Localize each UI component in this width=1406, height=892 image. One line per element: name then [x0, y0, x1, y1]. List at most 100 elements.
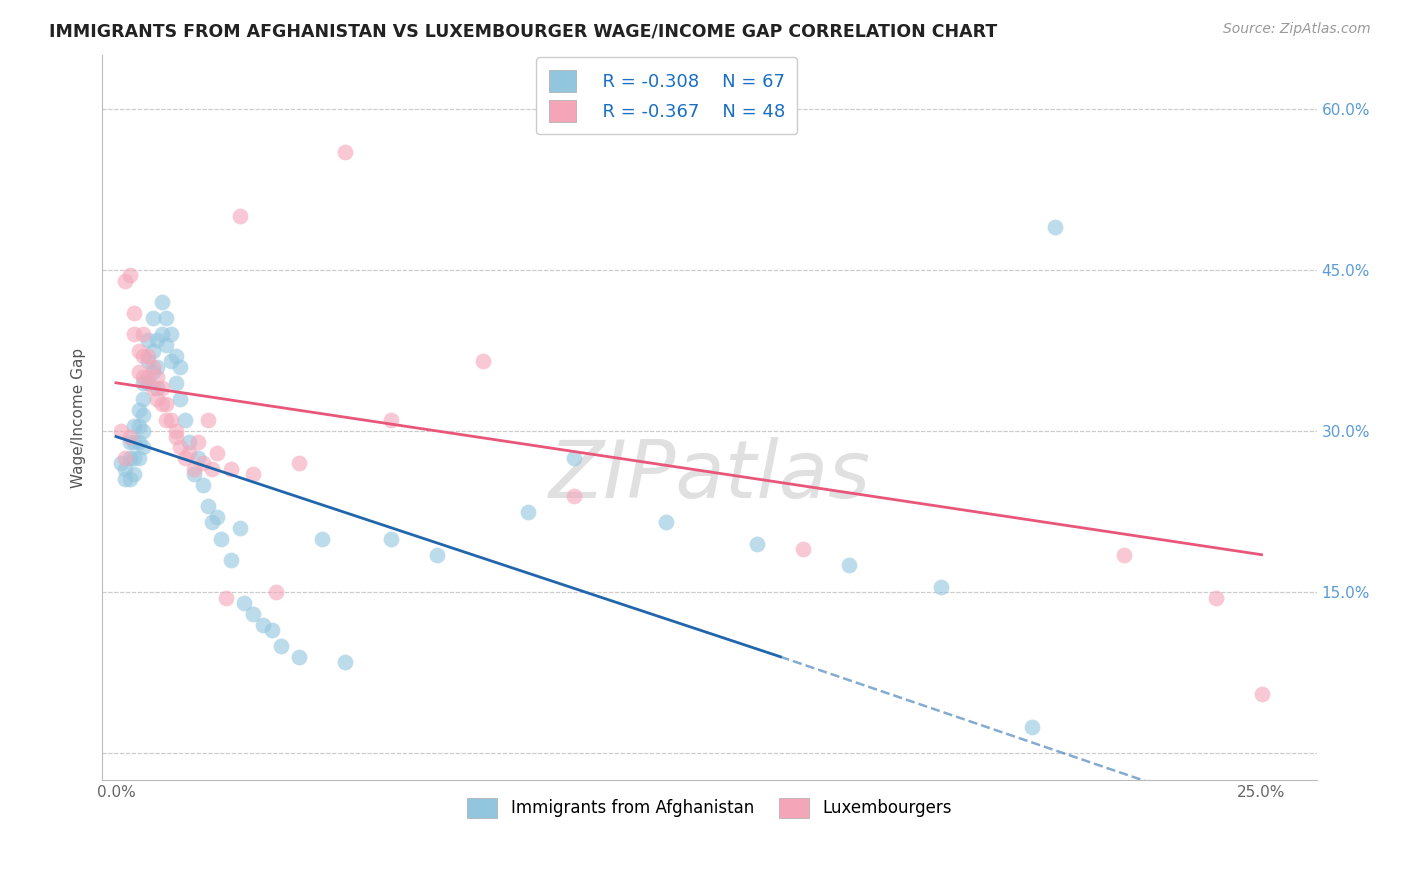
Point: [142, 343, 165, 358]
Point: [136, 354, 159, 368]
Point: [792, 542, 814, 557]
Point: [270, 639, 292, 653]
Point: [165, 349, 187, 363]
Point: [146, 370, 169, 384]
Point: [114, 450, 136, 465]
Point: [179, 445, 201, 459]
Point: [132, 424, 155, 438]
Point: [155, 338, 177, 352]
Point: [173, 413, 195, 427]
Point: [288, 456, 311, 470]
Point: [260, 623, 283, 637]
Point: [146, 333, 169, 347]
Point: [333, 145, 356, 159]
Point: [169, 359, 191, 374]
Point: [242, 607, 264, 621]
Point: [929, 580, 952, 594]
Point: [191, 478, 214, 492]
Point: [155, 397, 177, 411]
Point: [1205, 591, 1227, 605]
Point: [110, 424, 132, 438]
Point: [132, 392, 155, 406]
Point: [655, 516, 678, 530]
Point: [132, 408, 155, 422]
Text: IMMIGRANTS FROM AFGHANISTAN VS LUXEMBOURGER WAGE/INCOME GAP CORRELATION CHART: IMMIGRANTS FROM AFGHANISTAN VS LUXEMBOUR…: [49, 22, 997, 40]
Point: [215, 591, 238, 605]
Point: [1250, 687, 1272, 701]
Point: [333, 655, 356, 669]
Point: [160, 354, 183, 368]
Point: [128, 450, 150, 465]
Point: [165, 429, 187, 443]
Point: [110, 456, 132, 470]
Point: [187, 450, 209, 465]
Point: [128, 418, 150, 433]
Point: [160, 327, 183, 342]
Point: [114, 462, 136, 476]
Point: [132, 349, 155, 363]
Point: [150, 327, 173, 342]
Point: [150, 381, 173, 395]
Point: [142, 311, 165, 326]
Point: [124, 418, 146, 433]
Point: [747, 537, 769, 551]
Point: [838, 558, 860, 573]
Text: Source: ZipAtlas.com: Source: ZipAtlas.com: [1223, 22, 1371, 37]
Point: [128, 434, 150, 449]
Point: [142, 359, 165, 374]
Point: [136, 349, 159, 363]
Point: [114, 274, 136, 288]
Y-axis label: Wage/Income Gap: Wage/Income Gap: [72, 348, 86, 488]
Point: [150, 295, 173, 310]
Point: [118, 429, 141, 443]
Point: [562, 489, 585, 503]
Point: [201, 516, 224, 530]
Point: [205, 510, 228, 524]
Point: [124, 306, 146, 320]
Point: [228, 209, 250, 223]
Legend: Immigrants from Afghanistan, Luxembourgers: Immigrants from Afghanistan, Luxembourge…: [458, 789, 960, 826]
Point: [1021, 720, 1043, 734]
Point: [146, 381, 169, 395]
Point: [1045, 220, 1067, 235]
Point: [191, 456, 214, 470]
Point: [311, 532, 333, 546]
Point: [136, 333, 159, 347]
Point: [165, 424, 187, 438]
Point: [252, 617, 274, 632]
Point: [219, 553, 242, 567]
Point: [426, 548, 449, 562]
Point: [142, 365, 165, 379]
Point: [1112, 548, 1135, 562]
Point: [118, 450, 141, 465]
Point: [233, 596, 256, 610]
Point: [132, 376, 155, 390]
Point: [517, 505, 540, 519]
Point: [187, 434, 209, 449]
Point: [124, 434, 146, 449]
Point: [169, 392, 191, 406]
Point: [380, 413, 402, 427]
Point: [173, 450, 195, 465]
Point: [124, 467, 146, 482]
Point: [242, 467, 264, 482]
Point: [132, 370, 155, 384]
Point: [136, 376, 159, 390]
Point: [197, 413, 219, 427]
Point: [150, 397, 173, 411]
Text: ZIPatlas: ZIPatlas: [548, 437, 870, 515]
Point: [219, 462, 242, 476]
Point: [128, 365, 150, 379]
Point: [380, 532, 402, 546]
Point: [209, 532, 232, 546]
Point: [179, 434, 201, 449]
Point: [205, 445, 228, 459]
Point: [155, 311, 177, 326]
Point: [288, 649, 311, 664]
Point: [136, 370, 159, 384]
Point: [128, 343, 150, 358]
Point: [183, 462, 205, 476]
Point: [128, 402, 150, 417]
Point: [124, 327, 146, 342]
Point: [160, 413, 183, 427]
